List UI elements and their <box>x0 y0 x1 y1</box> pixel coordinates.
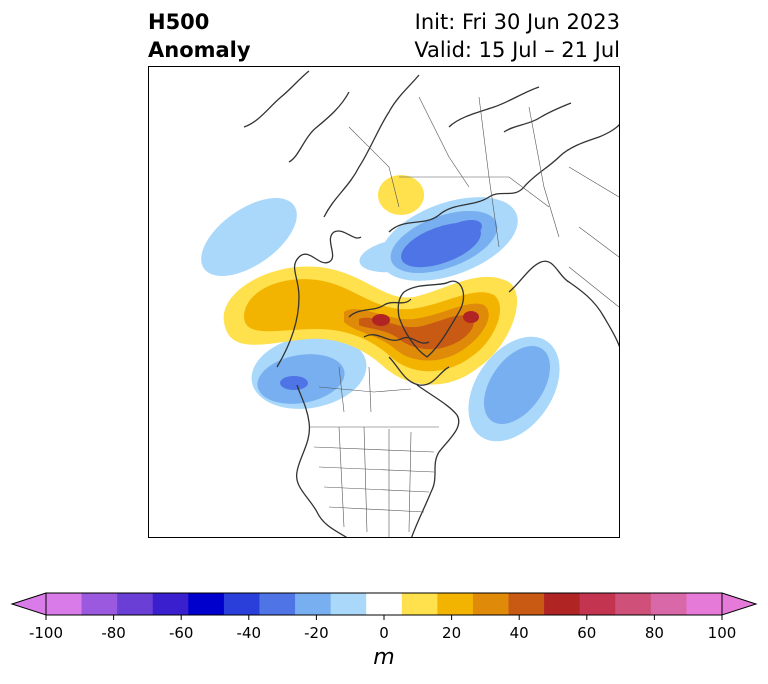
colorbar-tick-label: -40 <box>236 624 262 642</box>
colorbar-tick-label: 40 <box>509 624 529 642</box>
colorbar-ticks <box>45 615 723 620</box>
colorbar-tick-label: 100 <box>707 624 737 642</box>
title-right: Init: Fri 30 Jun 2023 Valid: 15 Jul – 21… <box>414 8 620 64</box>
neg-anomaly-ne-pacific <box>251 335 367 409</box>
colorbar-tick-label: 80 <box>644 624 664 642</box>
colorbar-segment <box>472 593 510 615</box>
colorbar-segment <box>366 593 403 615</box>
colorbar-tick-label: 20 <box>442 624 462 642</box>
colorbar-tick-label: -80 <box>101 624 126 642</box>
coastlines <box>243 70 619 537</box>
colorbar-segment <box>46 593 83 615</box>
colorbar-segment <box>295 593 332 615</box>
colorbar-segment <box>650 593 687 615</box>
colorbar <box>10 592 758 620</box>
political-borders <box>309 96 619 537</box>
neg-anomaly-north-atlantic <box>468 336 560 442</box>
colorbar-extend-min <box>10 592 47 616</box>
pos-anomaly-laptev <box>378 175 424 215</box>
colorbar-tick-label: 60 <box>577 624 597 642</box>
colorbar-segment <box>117 593 154 615</box>
colorbar-segments <box>10 592 758 616</box>
colorbar-segment <box>188 593 225 615</box>
colorbar-segment <box>401 593 438 615</box>
colorbar-tick-label: -100 <box>28 624 64 642</box>
colorbar-segment <box>259 593 296 615</box>
map-panel <box>148 66 620 538</box>
neg-anomaly-north-pacific <box>201 197 297 277</box>
pos-anomaly-arc <box>223 266 518 385</box>
colorbar-extend-max <box>721 592 758 616</box>
neg-anomaly-arctic <box>380 197 518 281</box>
colorbar-unit-label: m <box>373 645 395 670</box>
valid-range: Valid: 15 Jul – 21 Jul <box>414 38 620 62</box>
title-variable: H500 <box>148 10 210 34</box>
colorbar-tick-label: 0 <box>379 624 389 642</box>
title-left: H500 Anomaly <box>148 8 251 64</box>
colorbar-segment <box>437 593 474 615</box>
title-field-type: Anomaly <box>148 38 251 62</box>
colorbar-segment <box>544 593 581 615</box>
colorbar-segment <box>615 593 652 615</box>
init-date: Init: Fri 30 Jun 2023 <box>414 10 620 34</box>
colorbar-segment <box>152 593 189 615</box>
colorbar-segment <box>330 593 367 615</box>
colorbar-segment <box>223 593 260 615</box>
colorbar-segment <box>508 593 545 615</box>
colorbar-segment <box>686 593 723 615</box>
colorbar-segment <box>579 593 616 615</box>
colorbar-segment <box>81 593 118 615</box>
anomaly-map <box>149 67 619 537</box>
colorbar-tick-label: -20 <box>304 624 329 642</box>
colorbar-tick-label: -60 <box>168 624 194 642</box>
